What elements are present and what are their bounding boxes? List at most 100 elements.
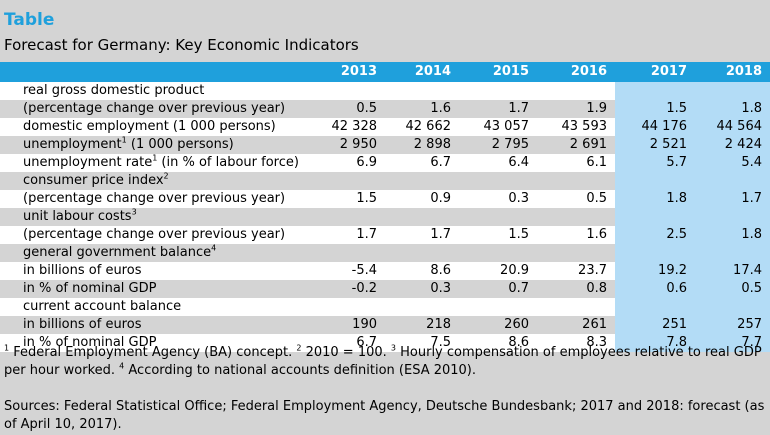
table-row: unit labour costs3 — [0, 208, 770, 226]
value-cell: 0.9 — [385, 190, 459, 208]
value-cell: 5.7 — [615, 154, 695, 172]
row-label: unemployment rate1 (in % of labour force… — [0, 154, 306, 172]
value-cell — [385, 298, 459, 316]
value-cell — [615, 172, 695, 190]
value-cell: 7.5 — [385, 334, 459, 352]
value-cell: 190 — [306, 316, 385, 334]
value-cell: 1.7 — [459, 100, 537, 118]
value-cell: 0.5 — [306, 100, 385, 118]
value-cell — [306, 244, 385, 262]
value-cell: 0.8 — [537, 280, 615, 298]
table-row: general government balance4 — [0, 244, 770, 262]
value-cell: 1.5 — [459, 226, 537, 244]
row-label: general government balance4 — [0, 244, 306, 262]
value-cell: 0.5 — [537, 190, 615, 208]
value-cell: 1.6 — [385, 100, 459, 118]
table-row: in billions of euros 190 218 260 261 251 257 — [0, 316, 770, 334]
footnotes: 1 Federal Employment Agency (BA) concept… — [4, 344, 766, 380]
value-cell — [615, 244, 695, 262]
value-cell — [537, 172, 615, 190]
year-header: 2015 — [459, 62, 537, 82]
table-heading: Table — [4, 10, 55, 30]
table-row: domestic employment (1 000 persons) 42 32… — [0, 118, 770, 136]
value-cell — [459, 82, 537, 100]
value-cell: 1.9 — [537, 100, 615, 118]
footnote-3: 3 Hourly compensation of employees relat… — [4, 343, 762, 378]
value-cell: 1.8 — [695, 100, 770, 118]
value-cell: 1.8 — [615, 190, 695, 208]
row-label: consumer price index2 — [0, 172, 306, 190]
footnote-1: 1 Federal Employment Agency (BA) concept… — [4, 343, 297, 360]
value-cell — [615, 208, 695, 226]
value-cell: 8.6 — [459, 334, 537, 352]
value-cell: 2 795 — [459, 136, 537, 154]
value-cell: 1.7 — [306, 226, 385, 244]
value-cell: 1.6 — [537, 226, 615, 244]
value-cell: 8.3 — [537, 334, 615, 352]
table-row: consumer price index2 — [0, 172, 770, 190]
row-label: real gross domestic product — [0, 82, 306, 100]
value-cell: 23.7 — [537, 262, 615, 280]
table-row: (percentage change over previous year) 0.… — [0, 100, 770, 118]
value-cell — [459, 244, 537, 262]
table-row: in billions of euros -5.4 8.6 20.9 23.7 19.2 1… — [0, 262, 770, 280]
value-cell: 43 057 — [459, 118, 537, 136]
row-label: unemployment1 (1 000 persons) — [0, 136, 306, 154]
row-label: unit labour costs3 — [0, 208, 306, 226]
value-cell: 6.7 — [306, 334, 385, 352]
value-cell — [385, 244, 459, 262]
year-header: 2014 — [385, 62, 459, 82]
footnote-4: 4 According to national accounts definit… — [119, 361, 477, 378]
row-label: (percentage change over previous year) — [0, 100, 306, 118]
value-cell — [695, 244, 770, 262]
row-label: in % of nominal GDP — [0, 334, 306, 352]
value-cell — [695, 208, 770, 226]
value-cell: 251 — [615, 316, 695, 334]
row-label: in billions of euros — [0, 316, 306, 334]
value-cell — [306, 298, 385, 316]
value-cell: 2 521 — [615, 136, 695, 154]
value-cell: 7.8 — [615, 334, 695, 352]
value-cell: 0.7 — [459, 280, 537, 298]
value-cell — [537, 208, 615, 226]
value-cell: 44 564 — [695, 118, 770, 136]
sources-note: Sources: Federal Statistical Office; Fed… — [4, 399, 765, 432]
value-cell: 43 593 — [537, 118, 615, 136]
value-cell — [306, 172, 385, 190]
value-cell: 0.3 — [459, 190, 537, 208]
value-cell: 1.8 — [695, 226, 770, 244]
value-cell: 42 662 — [385, 118, 459, 136]
value-cell: 19.2 — [615, 262, 695, 280]
value-cell: 261 — [537, 316, 615, 334]
value-cell: 0.5 — [695, 280, 770, 298]
value-cell — [385, 208, 459, 226]
value-cell: 1.5 — [615, 100, 695, 118]
table-row: unemployment rate1 (in % of labour force… — [0, 154, 770, 172]
value-cell: -5.4 — [306, 262, 385, 280]
value-cell: 44 176 — [615, 118, 695, 136]
value-cell — [385, 82, 459, 100]
table-row: current account balance — [0, 298, 770, 316]
header-blank-cell — [0, 62, 306, 82]
row-label: current account balance — [0, 298, 306, 316]
value-cell: 0.6 — [615, 280, 695, 298]
value-cell — [695, 82, 770, 100]
table-row: unemployment1 (1 000 persons) 2 950 2 898 2… — [0, 136, 770, 154]
value-cell: 42 328 — [306, 118, 385, 136]
value-cell — [385, 172, 459, 190]
value-cell: 0.3 — [385, 280, 459, 298]
value-cell — [306, 82, 385, 100]
value-cell: 7.7 — [695, 334, 770, 352]
value-cell — [306, 208, 385, 226]
table-title: Forecast for Germany: Key Economic Indic… — [4, 36, 359, 54]
value-cell: 20.9 — [459, 262, 537, 280]
value-cell: 260 — [459, 316, 537, 334]
value-cell: 1.7 — [695, 190, 770, 208]
table-row: real gross domestic product — [0, 82, 770, 100]
year-header: 2013 — [306, 62, 385, 82]
value-cell: 1.5 — [306, 190, 385, 208]
value-cell: 5.4 — [695, 154, 770, 172]
value-cell: 6.9 — [306, 154, 385, 172]
row-label: (percentage change over previous year) — [0, 226, 306, 244]
year-header: 2017 — [615, 62, 695, 82]
